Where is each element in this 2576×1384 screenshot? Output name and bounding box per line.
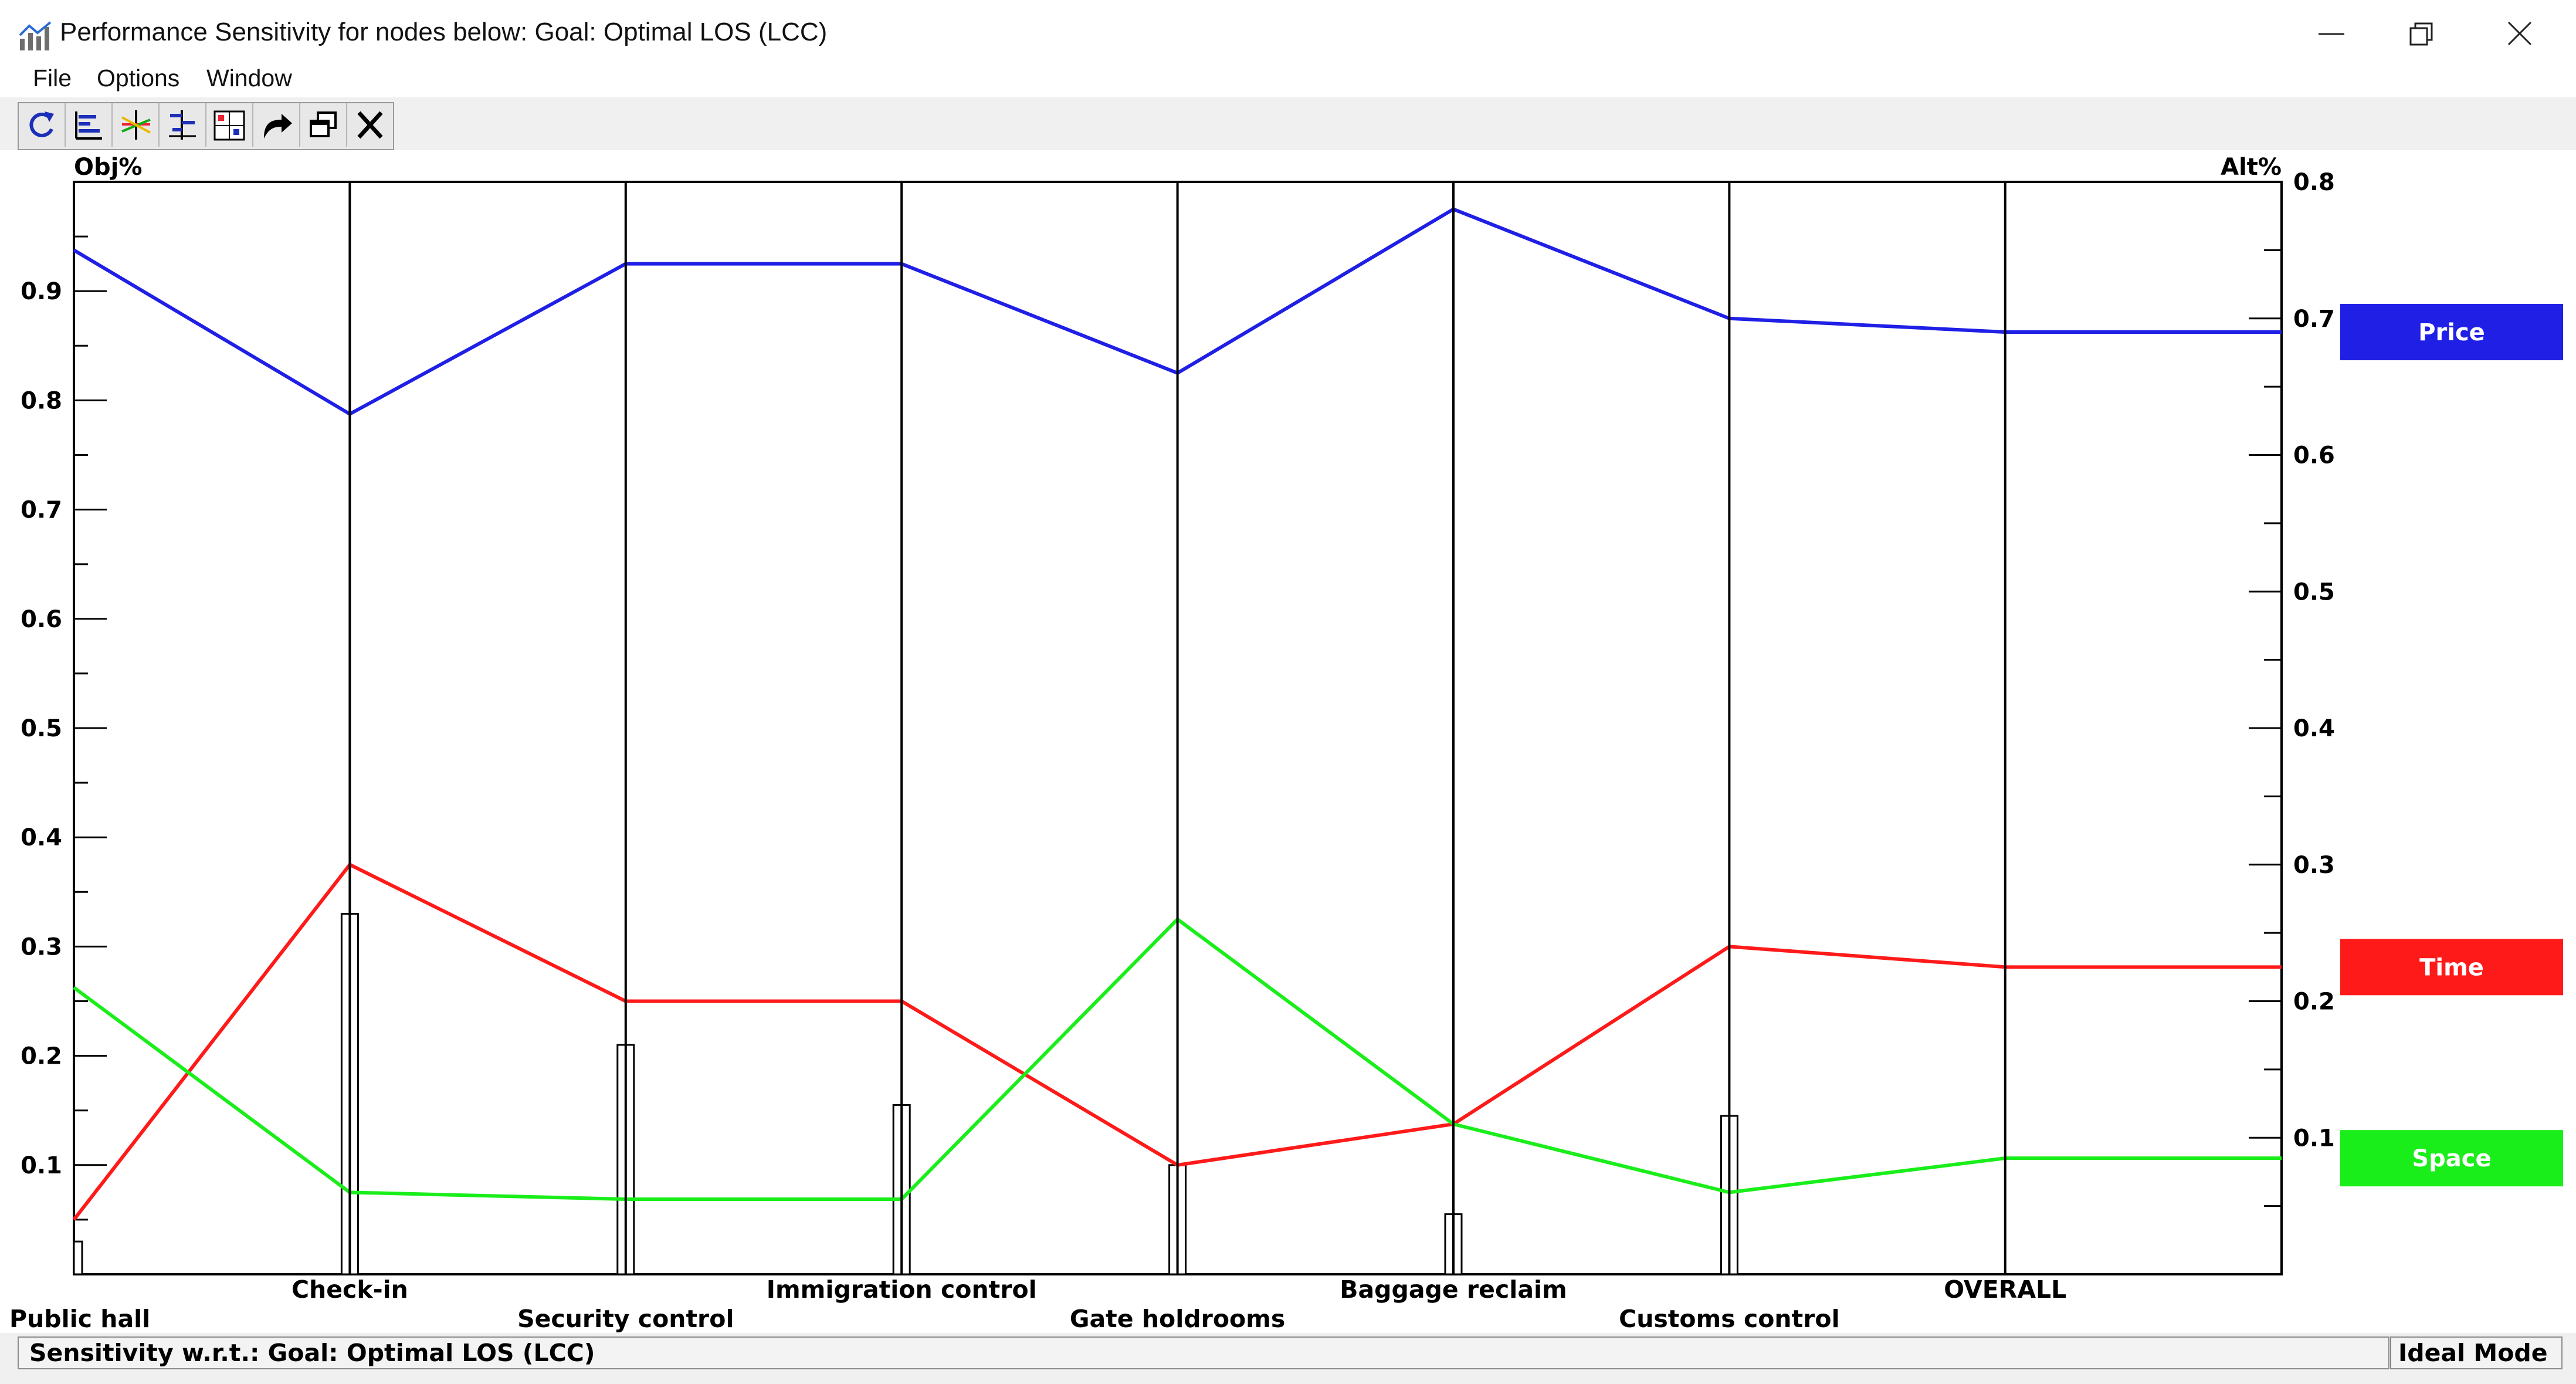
- legend-box-price[interactable]: [2340, 304, 2563, 361]
- left-tick-label: 0.6: [21, 606, 62, 633]
- right-axis: 0.1 0.2 0.3 0.4 0.5 0.6 0.7 0.8: [2249, 169, 2335, 1207]
- refresh-icon: [29, 111, 54, 137]
- cascade-windows-icon: [310, 111, 337, 137]
- node-label[interactable]: Check-in: [292, 1275, 408, 1304]
- chart-app-icon: [18, 20, 54, 53]
- node-label[interactable]: Immigration control: [767, 1275, 1037, 1304]
- left-tick-label: 0.3: [21, 933, 62, 960]
- performance-graph-button[interactable]: [66, 103, 113, 147]
- node-label[interactable]: Customs control: [1619, 1305, 1840, 1333]
- two-d-plot-button[interactable]: [206, 103, 253, 147]
- minimize-button[interactable]: [2287, 11, 2375, 60]
- left-tick-label: 0.1: [21, 1152, 62, 1179]
- right-tick-label: 0.2: [2293, 989, 2335, 1016]
- left-tick-label: 0.9: [21, 278, 62, 305]
- gradient-sensitivity-button[interactable]: [113, 103, 160, 147]
- sensitivity-chart: Obj% Alt% 0.1 0.2 0.3 0.4 0.5 0.6 0.7 0.8 0.9 0.…: [9, 154, 2563, 1333]
- right-tick-label: 0.6: [2293, 442, 2335, 469]
- left-tick-label: 0.8: [21, 387, 62, 414]
- close-view-button[interactable]: [347, 103, 393, 147]
- title-bar: Performance Sensitivity for nodes below:…: [0, 0, 2576, 65]
- maximize-button[interactable]: [2375, 11, 2463, 60]
- status-sensitivity-text: Sensitivity w.r.t.: Goal: Optimal LOS (L…: [29, 1339, 595, 1367]
- two-d-plot-icon: [213, 110, 245, 141]
- toolbar-button-group: [18, 102, 394, 150]
- right-axis-title: Alt%: [2221, 154, 2282, 181]
- menu-options[interactable]: Options: [97, 65, 180, 92]
- gradient-icon: [121, 110, 151, 140]
- window-title: Performance Sensitivity for nodes below:…: [60, 18, 828, 46]
- node-labels: Public hall Check-in Security control Immig…: [9, 182, 2066, 1333]
- left-tick-label: 0.4: [21, 824, 62, 851]
- left-tick-label: 0.7: [21, 497, 62, 524]
- menu-bar: File Options Window: [0, 61, 2576, 97]
- right-tick-label: 0.8: [2293, 169, 2335, 196]
- right-tick-label: 0.7: [2293, 306, 2335, 333]
- redo-icon: [264, 114, 292, 138]
- node-label[interactable]: Public hall: [9, 1305, 150, 1333]
- refresh-button[interactable]: [19, 103, 66, 147]
- legend-box-space[interactable]: [2340, 1130, 2563, 1187]
- close-window-button[interactable]: [2478, 11, 2566, 60]
- node-label[interactable]: Security control: [517, 1305, 734, 1333]
- left-axis: 0.1 0.2 0.3 0.4 0.5 0.6 0.7 0.8 0.9: [21, 235, 107, 1221]
- right-tick-label: 0.5: [2293, 578, 2335, 605]
- head-to-head-button[interactable]: [160, 103, 206, 147]
- right-tick-label: 0.3: [2293, 852, 2335, 879]
- objective-weight-bar: [73, 1240, 83, 1275]
- status-sensitivity-panel: Sensitivity w.r.t.: Goal: Optimal LOS (L…: [18, 1336, 2389, 1369]
- left-tick-label: 0.2: [21, 1043, 62, 1070]
- bar-chart-icon: [75, 111, 102, 140]
- menu-file[interactable]: File: [33, 65, 72, 92]
- maximize-icon: [2409, 22, 2433, 46]
- legend: Price Time Space: [2340, 304, 2563, 1187]
- redo-button[interactable]: [253, 103, 300, 147]
- legend-label-space: Space: [2412, 1145, 2491, 1172]
- legend-box-time[interactable]: [2340, 939, 2563, 996]
- status-mode-panel: Ideal Mode: [2390, 1336, 2563, 1369]
- minimize-icon: [2319, 33, 2344, 35]
- status-mode-text: Ideal Mode: [2398, 1339, 2548, 1367]
- right-tick-label: 0.1: [2293, 1125, 2335, 1152]
- node-label[interactable]: Gate holdrooms: [1070, 1305, 1285, 1333]
- node-label[interactable]: Baggage reclaim: [1340, 1275, 1567, 1304]
- close-icon: [357, 111, 383, 139]
- status-bar: Sensitivity w.r.t.: Goal: Optimal LOS (L…: [0, 1333, 2576, 1384]
- node-label[interactable]: OVERALL: [1944, 1275, 2066, 1304]
- head-to-head-icon: [169, 110, 196, 140]
- menu-window[interactable]: Window: [206, 65, 292, 92]
- close-icon: [2507, 21, 2532, 46]
- left-axis-title: Obj%: [74, 154, 142, 181]
- legend-label-price: Price: [2418, 319, 2485, 346]
- legend-label-time: Time: [2419, 954, 2484, 981]
- cascade-windows-button[interactable]: [300, 103, 347, 147]
- left-tick-label: 0.5: [21, 715, 62, 742]
- toolbar: [0, 97, 2576, 150]
- right-tick-label: 0.4: [2293, 715, 2335, 742]
